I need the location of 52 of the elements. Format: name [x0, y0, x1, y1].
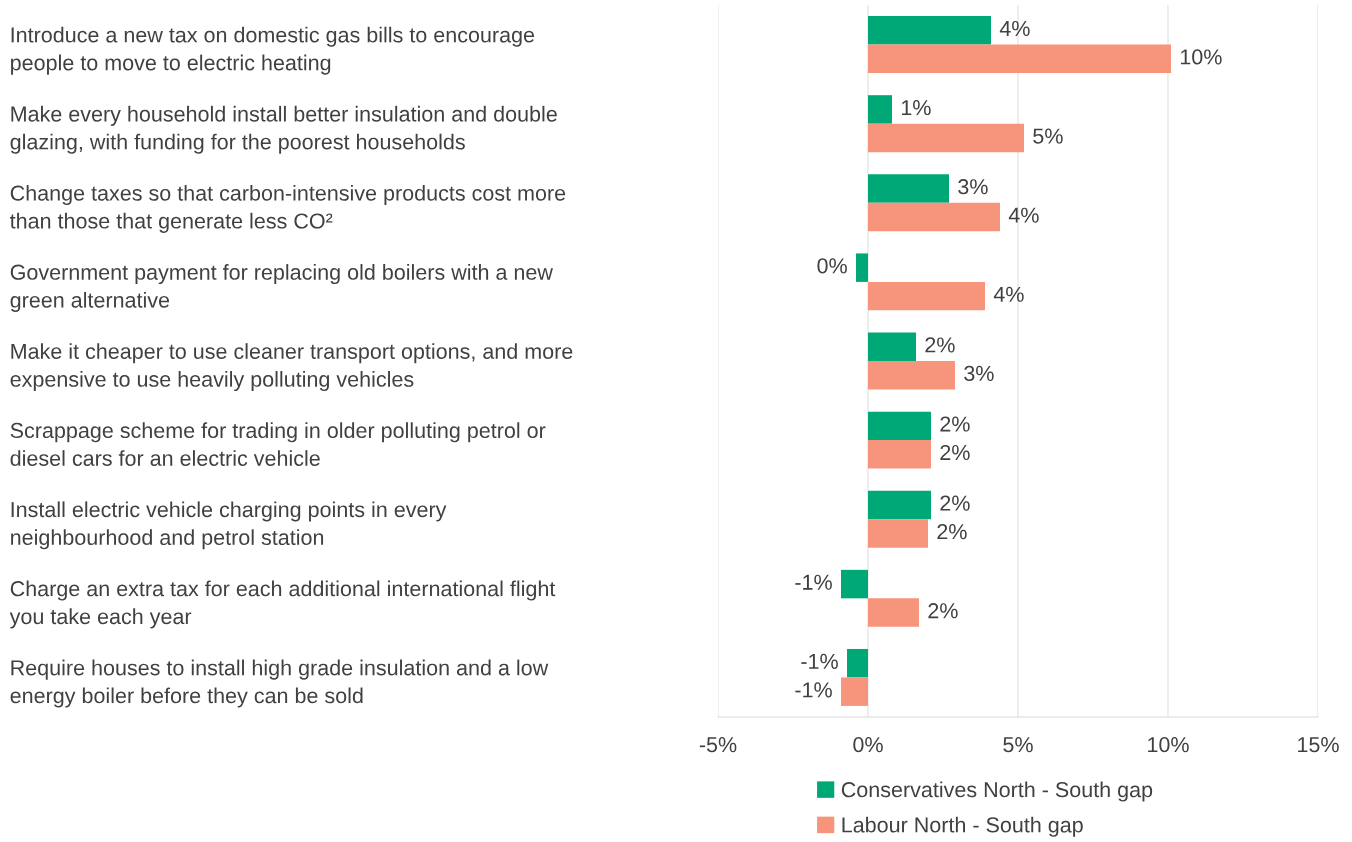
y-tick-label: Install electric vehicle charging points in every neighbourhood and petrol station: [11, 501, 447, 550]
bar: [868, 123, 1024, 153]
bar: [841, 569, 868, 599]
legend-label: Conservatives North - South gap: [841, 781, 1153, 802]
data-label: 2%: [928, 603, 958, 619]
data-label: -1%: [795, 682, 832, 698]
y-tick-label: Introduce a new tax on domestic gas bills to encourage people to move to electric heating: [11, 26, 535, 75]
bar: [868, 95, 892, 124]
x-tick-label: 0%: [853, 737, 883, 753]
bar: [868, 598, 919, 627]
data-label: 2%: [937, 524, 967, 540]
y-tick-label: Make every household install better insulation and double glazing, with funding for the poorest households: [10, 105, 557, 154]
y-tick-label: Make it cheaper to use cleaner transport options, and more expensive to use heavily polluting vehicles: [10, 343, 573, 392]
data-label: 2%: [925, 337, 955, 353]
bar: [868, 44, 1171, 74]
y-tick-label: Require houses to install high grade insulation and a low energy boiler before they can be sold: [10, 659, 549, 708]
data-label: 1%: [901, 100, 931, 116]
data-label: 5%: [1033, 128, 1063, 144]
bar: [868, 519, 928, 548]
data-label: 2%: [940, 495, 970, 511]
bar: [868, 202, 1000, 232]
bar: [868, 411, 931, 441]
y-tick-label: Government payment for replacing old boilers with a new green alternative: [10, 264, 553, 312]
x-tick-label: 5%: [1003, 737, 1033, 753]
data-label: 0%: [817, 258, 847, 274]
bar: [868, 281, 985, 311]
bar: [868, 332, 916, 361]
x-tick-label: -5%: [699, 737, 737, 753]
y-tick-label: Change taxes so that carbon-intensive products cost more than those that generate less CO²: [9, 184, 566, 233]
data-label: 2%: [940, 444, 970, 461]
data-label: 3%: [958, 179, 988, 195]
data-label: -1%: [801, 653, 838, 669]
data-label: 4%: [993, 286, 1024, 302]
bar: [868, 16, 991, 45]
data-label: 10%: [1180, 49, 1222, 65]
bar: [868, 490, 931, 520]
data-label: 2%: [940, 416, 970, 432]
bar: [868, 440, 931, 469]
x-tick-label: 15%: [1298, 737, 1339, 753]
y-tick-label: Charge an extra tax for each additional international flight you take each year: [9, 580, 556, 629]
bar: [868, 174, 949, 203]
data-label: -1%: [795, 574, 832, 590]
legend-label: Labour North - South gap: [842, 816, 1083, 837]
bar: [868, 361, 955, 390]
bar: [856, 253, 868, 282]
data-label: 4%: [1008, 207, 1039, 223]
x-tick-label: 10%: [1148, 737, 1189, 753]
data-label: 4%: [999, 20, 1030, 37]
bar: [841, 677, 868, 706]
y-tick-label: Scrappage scheme for trading in older polluting petrol or diesel cars for an electric vehicle: [10, 422, 546, 466]
bar: [847, 648, 868, 678]
data-label: 3%: [964, 365, 994, 382]
